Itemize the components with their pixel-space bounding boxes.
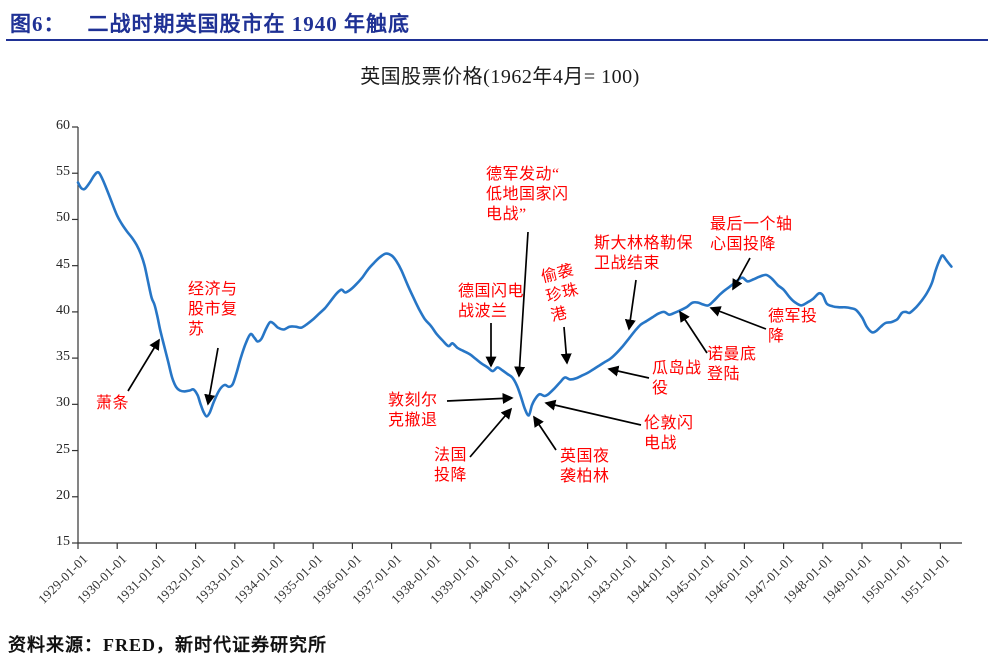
- source-line: 资料来源：FRED，新时代证券研究所: [8, 631, 327, 657]
- annotation-arrow-france-surrender: [469, 407, 513, 458]
- figure-title-text: 二战时期英国股市在 1940 年触底: [87, 12, 410, 36]
- title-rule: [6, 39, 988, 41]
- annotation-arrow-normandy: [679, 310, 708, 354]
- annotation-arrow-guadalcanal: [607, 365, 650, 379]
- figure-number-label: 图6：: [10, 12, 66, 36]
- annotation-arrow-german-surrender: [709, 306, 767, 330]
- price-line-series: [76, 170, 953, 418]
- annotation-arrow-berlin-night-raid: [533, 415, 557, 451]
- annotation-arrow-stalingrad-end: [624, 279, 637, 331]
- chart-title: 英国股票价格(1962年4月= 100): [360, 66, 640, 88]
- figure-title: 图6： 二战时期英国股市在 1940 年触底: [10, 8, 410, 38]
- annotation-arrow-pearl-harbor: [560, 326, 572, 365]
- annotation-arrow-london-blitz: [544, 399, 642, 426]
- source-text: FRED，新时代证券研究所: [103, 635, 327, 655]
- source-prefix: 资料来源：: [8, 635, 103, 655]
- annotation-arrow-recovery: [204, 347, 219, 406]
- price-line: [76, 170, 953, 418]
- annotation-arrow-depression: [127, 338, 160, 392]
- annotation-arrow-dunkirk: [446, 392, 514, 404]
- annotation-arrows: [127, 231, 767, 458]
- axes: [72, 126, 962, 549]
- annotation-arrow-last-axis-surrender: [732, 257, 751, 291]
- annotation-arrow-low-countries-blitz: [514, 231, 529, 378]
